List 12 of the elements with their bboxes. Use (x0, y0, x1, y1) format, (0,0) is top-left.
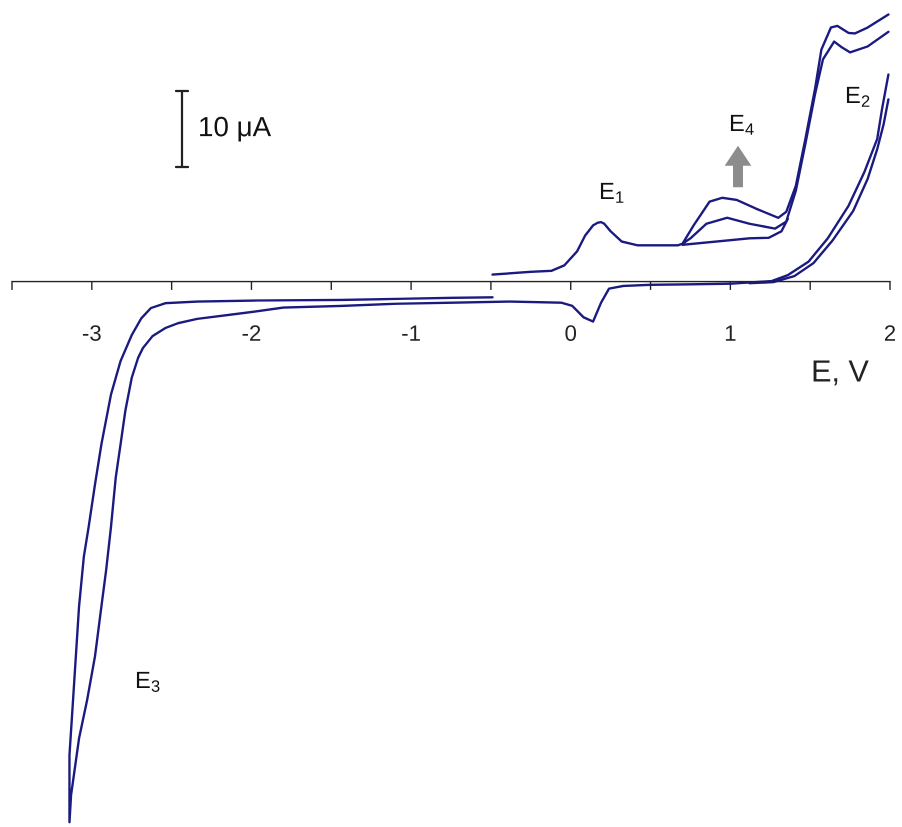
annotation: E$_{4}$ (730, 114, 754, 135)
x-tick-label: 2 (884, 325, 896, 341)
annotation: E$_{1}$ (600, 182, 624, 203)
x-tick-label: -2 (242, 325, 260, 341)
x-tick-label: 1 (726, 325, 736, 341)
annotation: E$_{2}$ (846, 86, 870, 107)
x-axis-title: E, V (814, 360, 869, 386)
x-tick-label: -1 (402, 325, 420, 341)
annotation: 10 μA (200, 116, 272, 142)
annotation: E$_{3}$ (136, 672, 160, 692)
x-tick-label: -3 (82, 325, 101, 341)
x-tick-label: 0 (565, 325, 576, 341)
